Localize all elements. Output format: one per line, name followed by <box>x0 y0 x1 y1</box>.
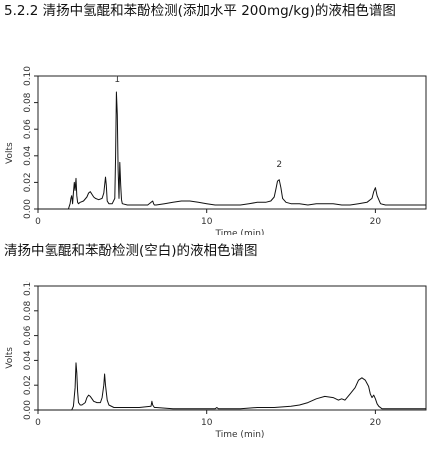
y-tick-label: 0.02 <box>23 172 33 192</box>
y-tick-label: 0.04 <box>23 350 33 370</box>
x-tick-label: 10 <box>201 418 213 428</box>
x-tick-label: 20 <box>370 418 382 428</box>
plot-frame <box>37 285 427 411</box>
x-tick-label: 0 <box>35 217 41 227</box>
y-tick-label: 0.06 <box>23 325 33 345</box>
y-tick-label: 0.08 <box>23 301 33 321</box>
y-tick-label: 0.10 <box>23 66 33 86</box>
blank-heading: 清扬中氢醌和苯酚检测(空白)的液相色谱图 <box>4 243 258 259</box>
plot-frame <box>37 75 427 210</box>
y-tick-label: 0.00 <box>23 199 33 219</box>
y-tick-label: 0.06 <box>23 119 33 139</box>
y-tick-label: 0.04 <box>23 146 33 166</box>
peak-label: 2 <box>276 160 282 170</box>
section-heading: 5.2.2 清扬中氢醌和苯酚检测(添加水平 200mg/kg)的液相色谱图 <box>4 3 396 19</box>
y-tick-label: 0.00 <box>23 400 33 420</box>
y-axis-label: Volts <box>5 142 15 164</box>
y-tick-label: 0.02 <box>23 375 33 395</box>
chromatogram-spiked: 0.00 0.02 0.04 0.06 0.08 0.10 0 10 20 Time (min) V… <box>5 66 427 235</box>
x-tick-label: 10 <box>201 217 213 227</box>
x-tick-label: 20 <box>370 217 382 227</box>
peak-label: 1 <box>114 75 120 85</box>
x-tick-label: 0 <box>35 418 41 428</box>
x-axis-label: Time (min) <box>215 430 265 440</box>
y-tick-label: 0.10 <box>23 281 33 296</box>
x-axis-label: Time (min) <box>215 229 265 235</box>
chromatogram-blank: 0.00 0.02 0.04 0.06 0.08 0.10 0 10 20 Time (min) V… <box>5 281 427 440</box>
y-axis-label: Volts <box>5 347 15 369</box>
series-line <box>38 362 426 411</box>
y-tick-label: 0.08 <box>23 92 33 112</box>
series-line <box>38 91 426 210</box>
